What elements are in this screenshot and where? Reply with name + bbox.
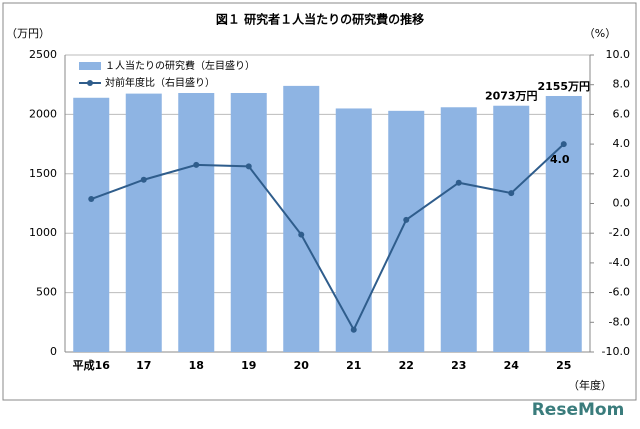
y2-tick-label: 10.0 xyxy=(606,48,631,61)
y2-tick-label: -2.0 xyxy=(609,226,630,239)
bar xyxy=(73,97,110,352)
x-tick-label: 19 xyxy=(241,359,256,372)
marker xyxy=(298,231,305,238)
chart-title: 図１ 研究者１人当たりの研究費の推移 xyxy=(216,12,424,27)
y-tick-label: 500 xyxy=(36,286,57,299)
bar xyxy=(545,95,582,353)
y-tick-label: 1000 xyxy=(29,226,57,239)
y2-tick-label: -8.0 xyxy=(609,315,630,328)
legend-swatch xyxy=(87,80,93,86)
bar xyxy=(125,93,162,353)
bar xyxy=(388,110,425,352)
y-tick-label: 2500 xyxy=(29,48,57,61)
bar xyxy=(178,88,215,352)
y2-tick-label: -4.0 xyxy=(609,256,630,269)
y2-tick-label: 8.0 xyxy=(613,78,631,91)
y-unit: （万円） xyxy=(6,27,50,40)
marker xyxy=(508,190,515,197)
x-tick-label: 20 xyxy=(294,359,310,372)
x-tick-label: 17 xyxy=(136,359,151,372)
y2-unit: （%） xyxy=(584,27,616,40)
x-tick-label: 23 xyxy=(451,359,466,372)
bar xyxy=(493,105,530,352)
y2-tick-label: -6.0 xyxy=(609,286,630,299)
watermark: ReseMom xyxy=(532,400,625,420)
marker xyxy=(193,161,200,168)
marker xyxy=(455,179,462,186)
data-label: 4.0 xyxy=(550,153,570,166)
marker xyxy=(560,141,567,148)
x-tick-label: 25 xyxy=(556,359,571,372)
line xyxy=(90,143,565,332)
legend-label: １人当たりの研究費（左目盛り） xyxy=(105,59,255,72)
legend-label: 対前年度比（右目盛り） xyxy=(105,76,215,89)
data-label: 2155万円 xyxy=(537,80,590,93)
y2-tick-label: 4.0 xyxy=(613,137,631,150)
y2-tick-label: -10.0 xyxy=(602,345,630,358)
y2-tick-label: 0.0 xyxy=(613,197,631,210)
marker xyxy=(88,196,95,203)
bar xyxy=(230,79,267,352)
marker xyxy=(245,163,252,170)
legend-box xyxy=(73,57,283,93)
x-tick-label: 24 xyxy=(504,359,520,372)
y-tick-label: 0 xyxy=(50,345,57,358)
bar xyxy=(335,108,372,353)
x-tick-label: 21 xyxy=(346,359,361,372)
y-tick-label: 2000 xyxy=(29,107,57,120)
data-label: 2073万円 xyxy=(485,90,538,103)
y-tick-label: 1500 xyxy=(29,167,57,180)
x-tick-label: 平成16 xyxy=(73,358,111,372)
y2-tick-label: 2.0 xyxy=(613,167,631,180)
marker xyxy=(350,326,357,333)
marker xyxy=(140,176,147,183)
x-tick-label: 18 xyxy=(189,359,204,372)
x-unit: （年度） xyxy=(568,378,612,392)
marker xyxy=(403,216,410,223)
y2-tick-label: 6.0 xyxy=(613,107,631,120)
legend-swatch xyxy=(79,62,101,70)
bar xyxy=(440,107,477,352)
x-tick-label: 22 xyxy=(399,359,414,372)
